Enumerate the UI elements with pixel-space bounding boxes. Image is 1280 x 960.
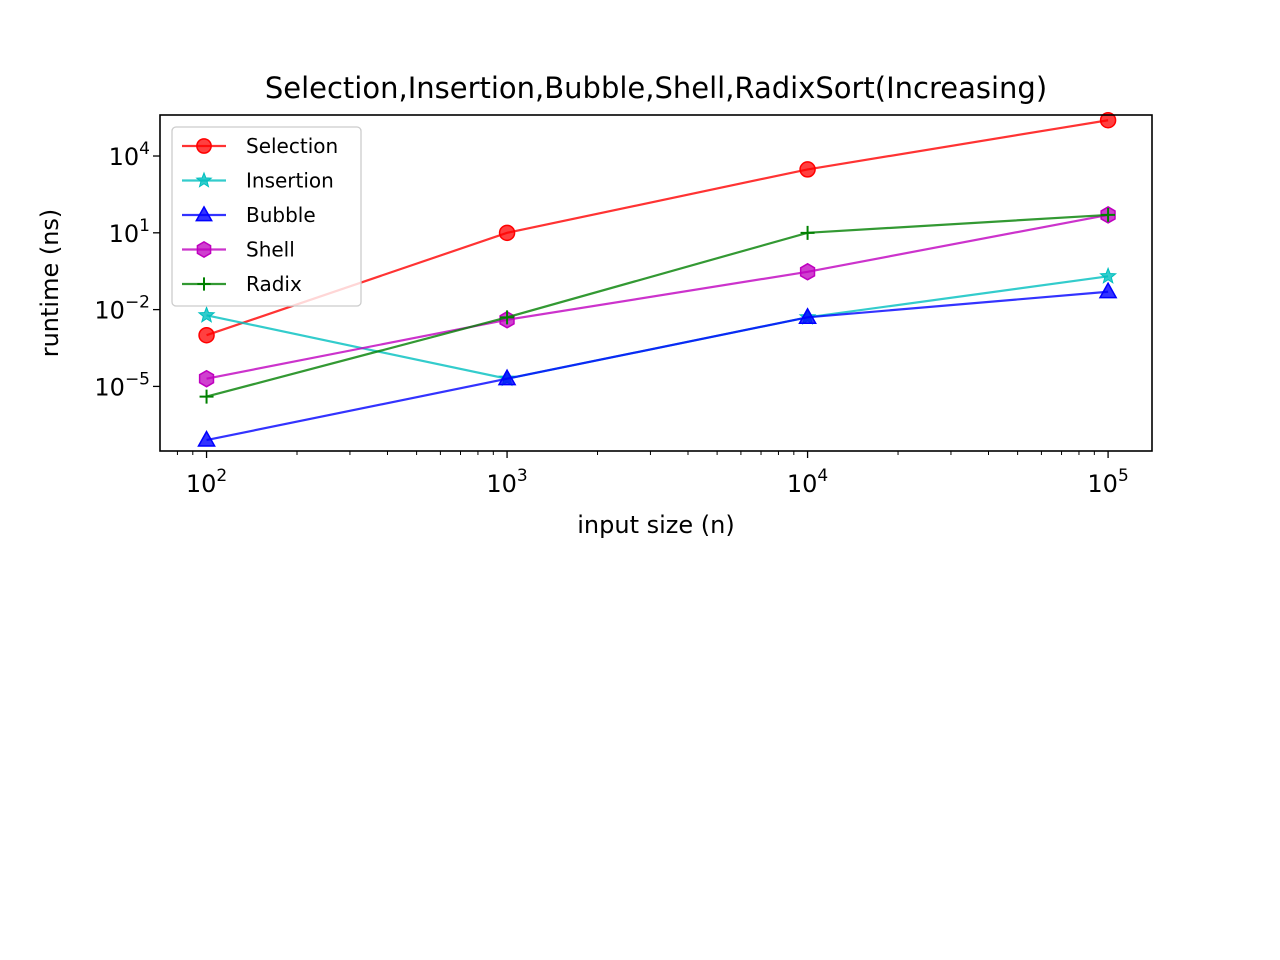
- x-tick-label-4: 105: [1087, 466, 1128, 498]
- data-point-selection-3: [799, 161, 816, 178]
- data-point-selection-2: [498, 224, 516, 242]
- legend-entry-bubble: Bubble: [182, 203, 316, 227]
- data-point-radix-1: [199, 389, 214, 404]
- series-line-radix: [206, 213, 1109, 398]
- data-point-radix-3: [800, 225, 815, 240]
- legend-label-bubble: Bubble: [246, 203, 316, 227]
- data-point-radix-4: [1101, 207, 1116, 222]
- data-point-shell-1: [198, 369, 215, 388]
- data-point-bubble-4: [1098, 281, 1118, 299]
- x-axis-title: input size (n): [577, 511, 734, 539]
- data-point-bubble-3: [798, 307, 817, 325]
- data-point-bubble-2: [497, 368, 517, 386]
- data-point-shell-3: [799, 262, 816, 281]
- y-tick-label-1: 10−5: [94, 369, 150, 401]
- data-point-insertion-4: [1099, 266, 1118, 284]
- legend-entry-radix: Radix: [182, 272, 302, 296]
- legend-label-selection: Selection: [246, 134, 338, 158]
- series-radix: [199, 207, 1116, 404]
- legend-marker-shell: [196, 241, 212, 258]
- y-tick-label-2: 10−2: [94, 293, 150, 325]
- series-line-bubble: [206, 290, 1109, 442]
- legend-marker-insertion: [195, 171, 213, 188]
- legend-label-radix: Radix: [246, 272, 302, 296]
- legend-entry-shell: Shell: [182, 238, 295, 262]
- series-bubble: [197, 281, 1118, 447]
- x-tick-label-3: 104: [787, 466, 828, 498]
- chart-title: Selection,Insertion,Bubble,Shell,RadixSo…: [265, 71, 1047, 105]
- y-tick-label-4: 104: [109, 139, 150, 171]
- series-line-shell: [206, 213, 1109, 380]
- x-tick-label-1: 102: [186, 466, 227, 498]
- legend-entry-selection: Selection: [182, 134, 338, 158]
- y-tick-label-3: 101: [109, 216, 150, 248]
- legend-marker-selection: [196, 138, 212, 154]
- series-shell: [198, 206, 1116, 388]
- y-axis-title: runtime (ns): [36, 209, 64, 358]
- data-point-selection-1: [198, 326, 215, 344]
- legend-entry-insertion: Insertion: [182, 169, 334, 193]
- x-tick-label-2: 103: [486, 466, 527, 498]
- legend-label-shell: Shell: [246, 238, 295, 262]
- legend-label-insertion: Insertion: [246, 169, 334, 193]
- data-point-radix-2: [500, 310, 515, 325]
- plot-frame: [159, 114, 1153, 452]
- data-point-selection-4: [1099, 111, 1117, 129]
- series-layer: [197, 111, 1118, 447]
- legend: Selection Insertion Bubble Shell Radix: [171, 126, 362, 307]
- data-point-insertion-1: [197, 305, 216, 323]
- data-point-bubble-1: [197, 430, 216, 447]
- legend-marker-radix: [197, 277, 211, 291]
- legend-frame: [171, 126, 362, 307]
- ticks-layer: 102 103 104 105 10−5 10−2 101 104: [94, 139, 1128, 498]
- legend-marker-bubble: [195, 205, 213, 222]
